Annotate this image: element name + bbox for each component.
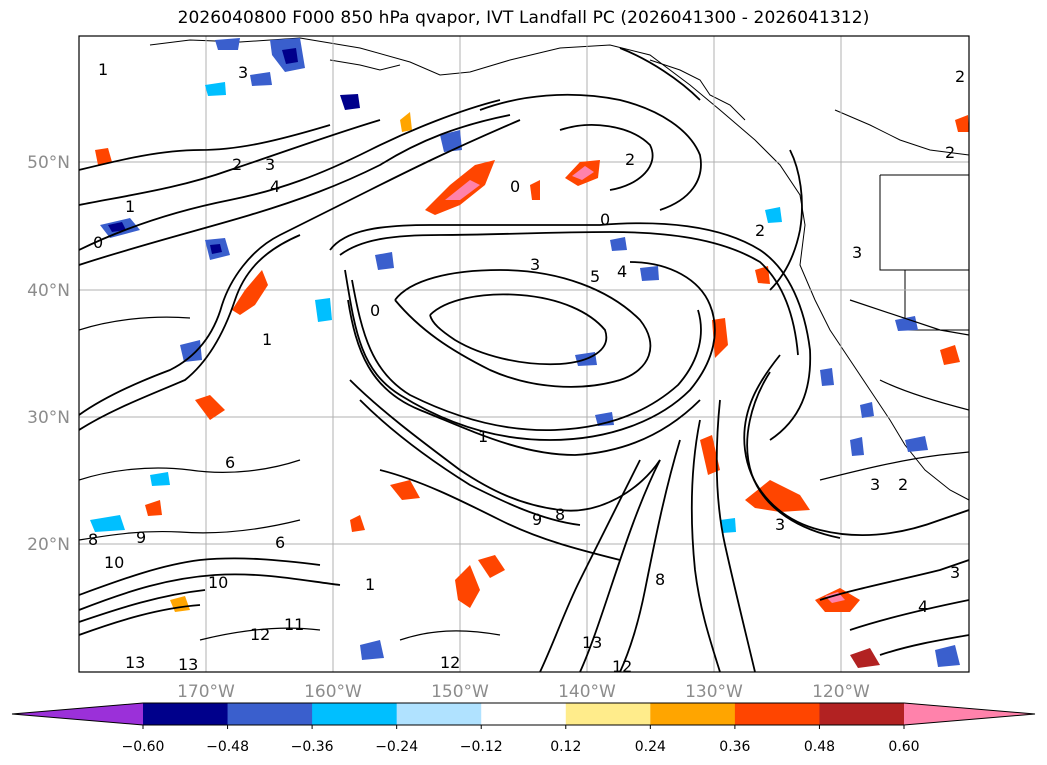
contour-label: 1 [478, 427, 488, 446]
colorbar-tick-label: 0.24 [635, 739, 666, 755]
colorbar-tick-label: 0.12 [550, 739, 581, 755]
colorbar-segment [143, 703, 229, 725]
lat-label-20n: 20°N [27, 535, 70, 555]
colorbar-segment [481, 703, 567, 725]
lon-label-170w: 170°W [177, 682, 235, 702]
contour-label: 0 [600, 210, 610, 229]
shading-patches [90, 38, 969, 668]
lat-label-30n: 30°N [27, 408, 70, 428]
contour-label: 3 [238, 63, 248, 82]
contour-label: 6 [275, 533, 285, 552]
contour-label: 3 [530, 255, 540, 274]
contour-label: 9 [532, 510, 542, 529]
contour-label: 3 [775, 515, 785, 534]
lat-labels: 50°N 40°N 30°N 20°N [27, 153, 70, 555]
contour-label: 13 [125, 653, 145, 672]
colorbar-extend-min [12, 703, 143, 725]
contour-label: 4 [617, 262, 627, 281]
colorbar-tick-label: −0.36 [291, 739, 334, 755]
contour-label: 9 [136, 528, 146, 547]
contours [79, 47, 969, 672]
lat-label-50n: 50°N [27, 153, 70, 173]
plot-frame [78, 35, 970, 673]
contour-label: 2 [232, 155, 242, 174]
contour-label: 8 [655, 570, 665, 589]
plot-area [79, 36, 969, 672]
lat-label-40n: 40°N [27, 281, 70, 301]
colorbar-tick-label: 0.48 [804, 739, 835, 755]
contour-label: 13 [178, 655, 198, 674]
colorbar-segment [227, 703, 313, 725]
contour-label: 0 [510, 177, 520, 196]
contour-label: 12 [612, 657, 632, 676]
contour-label: 1 [262, 330, 272, 349]
contour-label: 13 [582, 633, 602, 652]
contour-label: 3 [870, 475, 880, 494]
contour-label: 8 [88, 530, 98, 549]
contour-label: 8 [555, 505, 565, 524]
map-content: 1 3 2 2 0 1 0 2 0 3 5 4 1 2 3 4 0 1 3 3 … [79, 36, 969, 676]
contour-label: 1 [365, 575, 375, 594]
contour-label: 3 [265, 155, 275, 174]
colorbar-segment [312, 703, 398, 725]
coastline [149, 37, 969, 501]
colorbar: −0.60 −0.48 −0.36 −0.24 −0.12 0.12 0.24 0.36 0.4… [11, 702, 1036, 755]
contour-label: 1 [98, 60, 108, 79]
map-title: 2026040800 F000 850 hPa qvapor, IVT Land… [177, 8, 870, 28]
colorbar-tick-label: −0.12 [460, 739, 503, 755]
contour-label: 3 [950, 563, 960, 582]
contour-label: 0 [370, 301, 380, 320]
contour-label: 2 [625, 150, 635, 169]
contour-label: 10 [104, 553, 124, 572]
contour-label: 5 [590, 267, 600, 286]
lon-label-150w: 150°W [431, 682, 489, 702]
contour-label: 2 [755, 221, 765, 240]
contour-label: 3 [852, 243, 862, 262]
contour-label: 6 [225, 453, 235, 472]
colorbar-tick-label: −0.24 [375, 739, 418, 755]
lon-label-120w: 120°W [812, 682, 870, 702]
contour-label: 11 [284, 615, 304, 634]
colorbar-tick-label: 0.36 [719, 739, 750, 755]
lon-label-140w: 140°W [558, 682, 616, 702]
contour-label: 2 [945, 143, 955, 162]
colorbar-segment [565, 703, 651, 725]
colorbar-tick-label: −0.48 [206, 739, 249, 755]
colorbar-tick-label: 0.60 [888, 739, 919, 755]
colorbar-segment [396, 703, 482, 725]
contour-label: 12 [440, 653, 460, 672]
contour-label: 4 [270, 177, 280, 196]
colorbar-segment [650, 703, 736, 725]
lon-label-130w: 130°W [685, 682, 743, 702]
contour-label: 4 [918, 597, 928, 616]
contour-label: 2 [898, 475, 908, 494]
contour-label: 0 [93, 233, 103, 252]
contour-label: 1 [125, 197, 135, 216]
lon-labels: 170°W 160°W 150°W 140°W 130°W 120°W [177, 682, 870, 702]
colorbar-segment [734, 703, 820, 725]
contour-label: 12 [250, 625, 270, 644]
contour-label: 2 [955, 67, 965, 86]
colorbar-tick-label: −0.60 [122, 739, 165, 755]
colorbar-extend-max [904, 703, 1035, 725]
lon-label-160w: 160°W [304, 682, 362, 702]
contour-labels: 1 3 2 2 0 1 0 2 0 3 5 4 1 2 3 4 0 1 3 3 … [88, 60, 965, 676]
colorbar-segment [819, 703, 905, 725]
contour-label: 10 [208, 573, 228, 592]
